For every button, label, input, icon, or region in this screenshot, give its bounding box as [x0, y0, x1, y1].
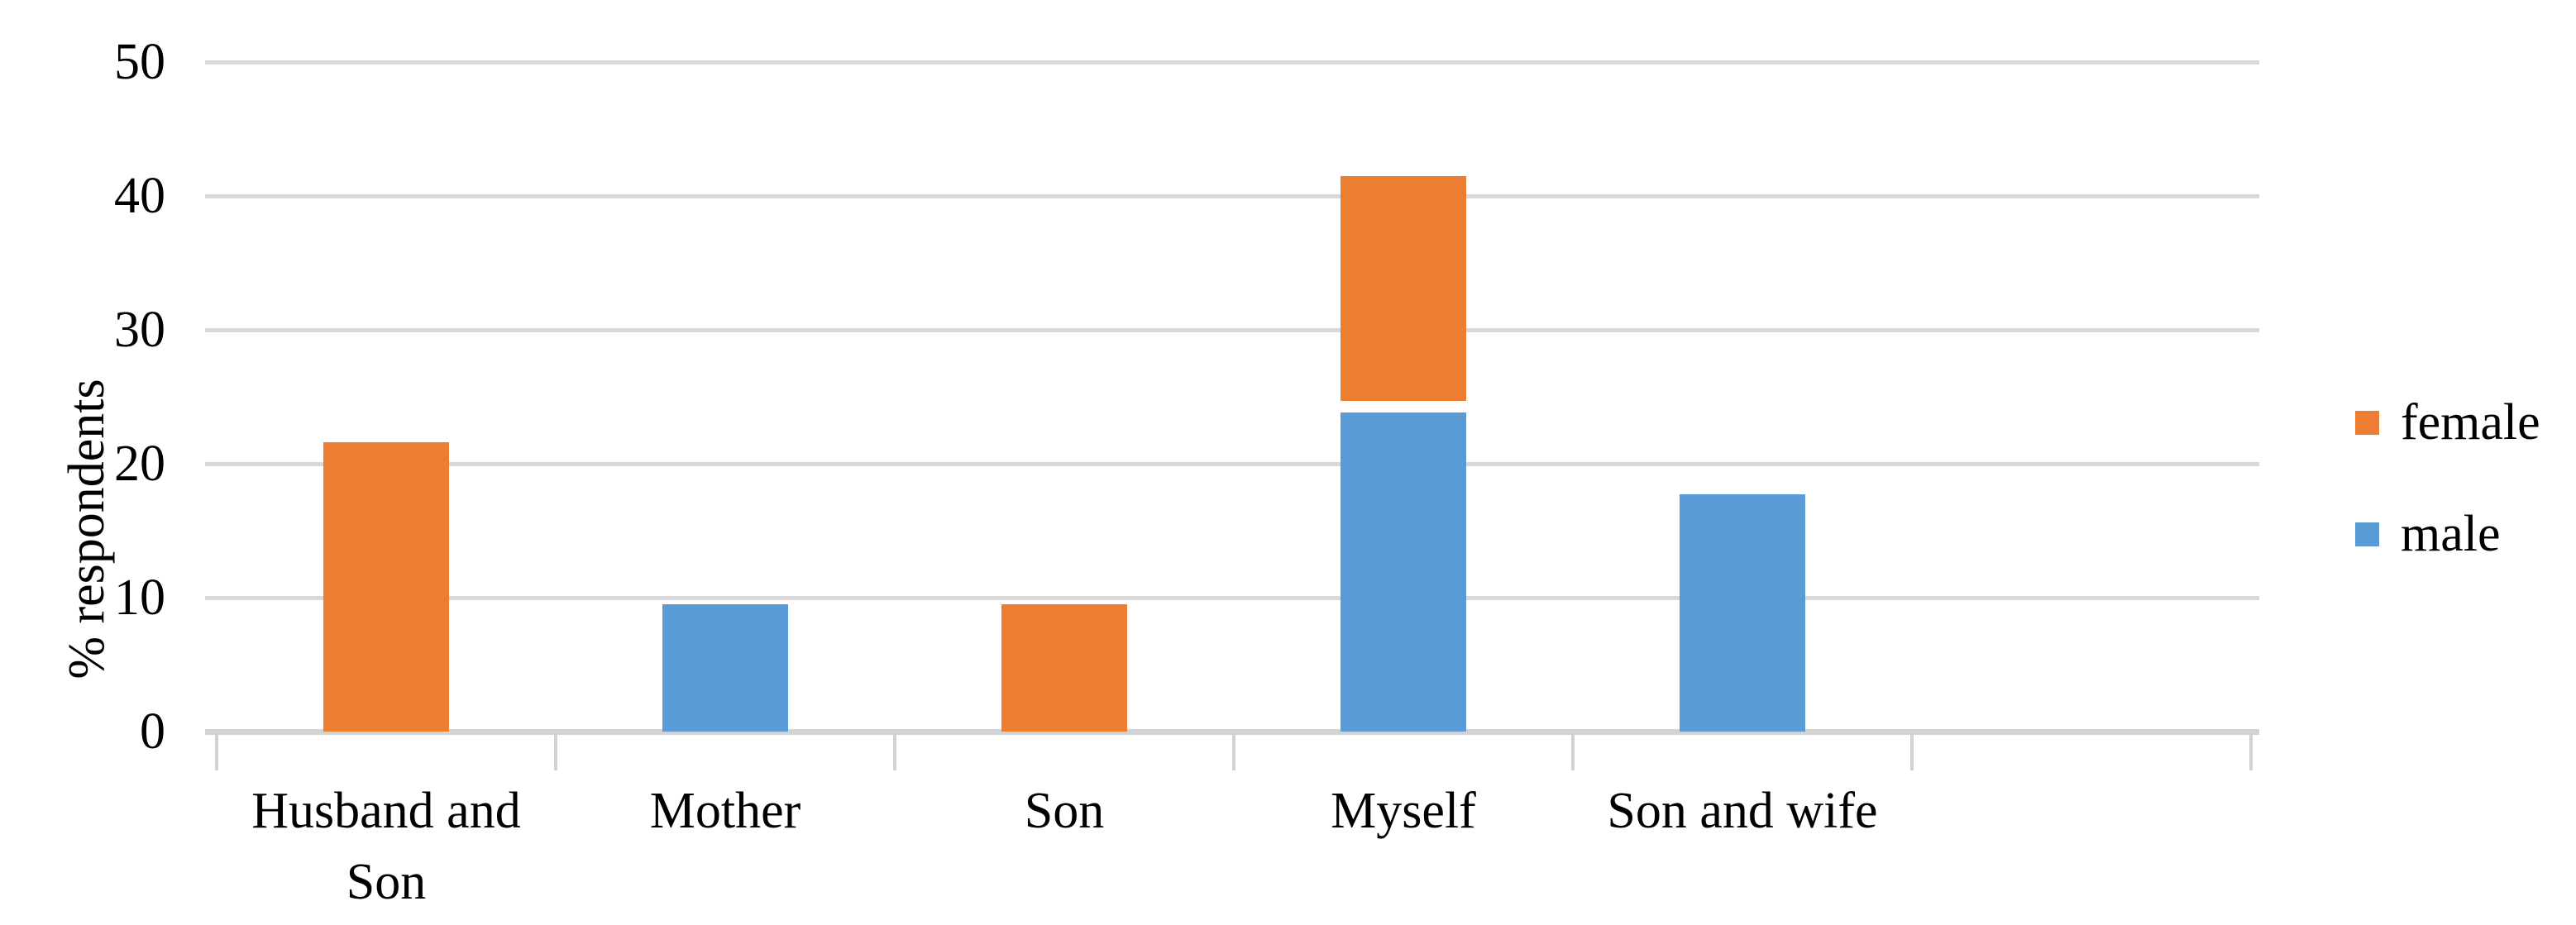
y-tick-label-10: 10 — [114, 570, 165, 626]
x-axis-line — [205, 729, 2259, 735]
gridline-10 — [205, 596, 2259, 600]
gridline-30 — [205, 328, 2259, 332]
legend-item-female: female — [2355, 397, 2540, 448]
legend-swatch-male — [2355, 522, 2379, 546]
bar-male-myself — [1341, 412, 1466, 732]
category-axis-tick — [215, 734, 218, 770]
bar-female-husband-and-son — [323, 442, 449, 732]
legend-label-female: female — [2401, 394, 2540, 451]
y-tick-label-40: 40 — [114, 168, 165, 224]
bar-female-myself — [1341, 175, 1466, 402]
category-axis-tick — [1910, 734, 1914, 770]
x-category-label-son-and-wife: Son and wife — [1607, 783, 1878, 839]
bar-female-son — [1001, 604, 1127, 732]
x-category-label-son: Son — [1024, 783, 1105, 839]
bar-male-son-and-wife — [1680, 494, 1805, 732]
legend-item-male: male — [2355, 508, 2501, 560]
category-axis-tick — [1571, 734, 1575, 770]
legend-label-male: male — [2401, 506, 2501, 562]
gridline-20 — [205, 462, 2259, 466]
y-tick-label-50: 50 — [114, 34, 165, 90]
legend-swatch-female — [2355, 410, 2379, 435]
category-axis-tick — [1232, 734, 1235, 770]
y-tick-label-30: 30 — [114, 302, 165, 358]
y-tick-label-0: 0 — [140, 703, 165, 760]
gridline-40 — [205, 194, 2259, 198]
bar-male-mother — [662, 604, 788, 732]
x-category-label-myself: Myself — [1331, 783, 1476, 839]
gridline-50 — [205, 60, 2259, 64]
category-axis-tick — [554, 734, 557, 770]
x-category-label-mother: Mother — [649, 783, 801, 839]
category-axis-tick — [893, 734, 896, 770]
y-tick-label-20: 20 — [114, 436, 165, 492]
category-axis-tick — [2249, 734, 2253, 770]
x-category-label-husband-and-son: Husband and Son — [251, 783, 521, 910]
